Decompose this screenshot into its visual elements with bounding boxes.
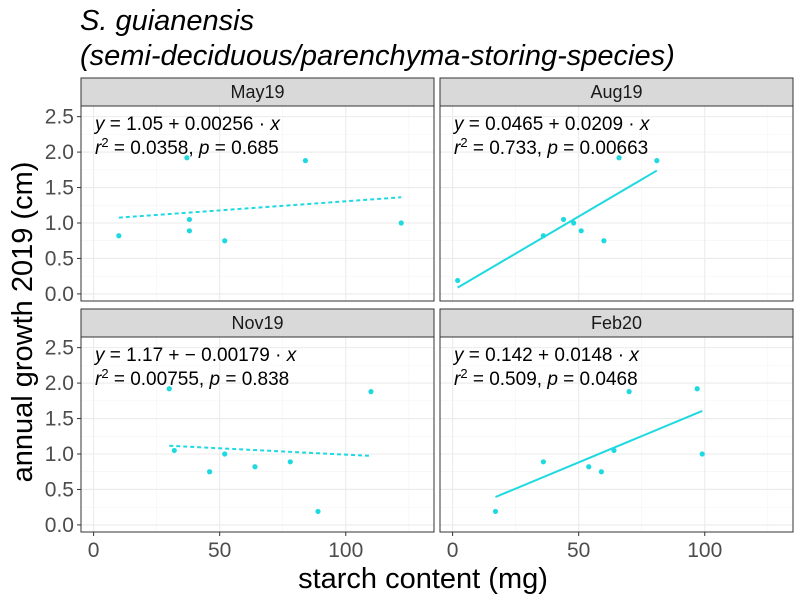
x-axes: 0 50 100 0 50 100	[88, 532, 722, 562]
x-tick-label: 0	[88, 539, 100, 562]
strip-nov19	[80, 308, 435, 338]
data-point-may19	[186, 228, 193, 234]
panel-nov19: Nov19 y = 1.17 + − 0.00179 · xr2 = 0.0075…	[80, 308, 435, 533]
strip-label-may19: May19	[230, 82, 284, 102]
data-point-feb20	[694, 386, 700, 392]
grid-nov19	[81, 337, 434, 532]
stats-aug19: r2 = 0.733, p = 0.00663	[454, 135, 648, 160]
equation-feb20: y = 0.142 + 0.0148 · x	[452, 345, 640, 366]
y-tick-label: 2.5	[45, 106, 74, 129]
grid-may19	[81, 106, 434, 301]
y-tick-label: 2.0	[45, 141, 74, 164]
y-tick-label: 2.5	[45, 337, 74, 360]
data-point-feb20	[586, 464, 592, 470]
x-tick-label: 0	[447, 539, 459, 562]
fit-line-nov19	[169, 444, 372, 457]
data-point-may19	[184, 155, 190, 161]
stats-may19: r2 = 0.0358, p = 0.685	[95, 135, 279, 160]
x-tick-label: 100	[328, 539, 363, 562]
data-point-nov19	[252, 464, 258, 470]
data-point-aug19	[601, 238, 607, 244]
data-point-feb20	[540, 459, 546, 465]
data-point-aug19	[571, 220, 577, 226]
x-tick-label: 100	[687, 539, 722, 562]
y-tick-label: 0.5	[45, 478, 74, 501]
panel-may19: May19 y = 1.05 + 0.00256 · xr2 = 0.0358, …	[80, 77, 435, 302]
y-tick-label: 1.0	[45, 212, 74, 235]
data-point-aug19	[560, 216, 567, 223]
data-point-nov19	[171, 447, 177, 454]
y-tick-label: 0.0	[45, 514, 74, 537]
grid-aug19	[440, 106, 793, 301]
chart-title-line1: S. guianensis	[80, 5, 254, 37]
stats-feb20: r2 = 0.509, p = 0.0468	[454, 366, 638, 391]
data-point-may19	[186, 216, 193, 223]
strip-aug19	[439, 77, 794, 107]
equation-may19: y = 1.05 + 0.00256 · x	[93, 114, 281, 135]
y-tick-label: 1.5	[45, 408, 74, 431]
data-point-feb20	[699, 451, 705, 457]
y-axis-title: annual growth 2019 (cm)	[7, 162, 39, 483]
stats-nov19: r2 = 0.00755, p = 0.838	[95, 366, 289, 391]
data-point-feb20	[626, 389, 632, 395]
equation-aug19: y = 0.0465 + 0.0209 · x	[452, 114, 651, 135]
x-tick-label: 50	[567, 539, 590, 562]
data-point-aug19	[654, 158, 660, 164]
panel-aug19: Aug19 y = 0.0465 + 0.0209 · xr2 = 0.733, …	[439, 77, 794, 302]
y-tick-label: 2.0	[45, 372, 74, 395]
data-point-nov19	[166, 386, 172, 392]
data-point-feb20	[598, 469, 604, 475]
strip-label-aug19: Aug19	[590, 82, 642, 102]
panel-feb20: Feb20 y = 0.142 + 0.0148 · xr2 = 0.509, p…	[439, 308, 794, 533]
y-tick-label: 1.5	[45, 177, 74, 200]
y-tick-label: 1.0	[45, 443, 74, 466]
data-point-aug19	[578, 228, 584, 234]
data-point-may19	[398, 220, 404, 226]
data-point-may19	[222, 238, 228, 244]
strip-label-feb20: Feb20	[591, 313, 642, 333]
y-tick-label: 0.5	[45, 247, 74, 270]
data-point-feb20	[611, 447, 617, 454]
y-axes: 0.0 0.5 1.0 1.5 2.0 2.5 0.0 0.5 1.0 1.5 2.0 2.5	[45, 106, 81, 537]
chart-title-line2: (semi-deciduous/parenchyma-storing-speci…	[80, 40, 675, 72]
data-point-nov19	[287, 459, 293, 465]
strip-feb20	[439, 308, 794, 338]
grid-feb20	[440, 337, 793, 532]
data-point-aug19	[616, 155, 622, 161]
data-point-nov19	[222, 451, 228, 457]
x-axis-title: starch content (mg)	[298, 563, 548, 595]
fit-line-may19	[118, 196, 402, 219]
y-tick-label: 0.0	[45, 283, 74, 306]
data-point-aug19	[540, 233, 546, 239]
fit-line-aug19	[457, 169, 658, 289]
facet-panels: May19 y = 1.05 + 0.00256 · xr2 = 0.0358, …	[80, 77, 794, 533]
data-point-nov19	[368, 389, 374, 395]
data-point-feb20	[492, 508, 499, 515]
data-point-aug19	[455, 277, 461, 284]
fit-line-feb20	[495, 410, 703, 498]
x-tick-label: 50	[208, 539, 231, 562]
data-point-may19	[302, 158, 309, 164]
equation-nov19: y = 1.17 + − 0.00179 · x	[93, 345, 298, 366]
data-point-nov19	[315, 508, 321, 515]
strip-may19	[80, 77, 435, 107]
data-point-nov19	[206, 469, 213, 475]
data-point-may19	[116, 233, 122, 239]
strip-label-nov19: Nov19	[231, 313, 283, 333]
